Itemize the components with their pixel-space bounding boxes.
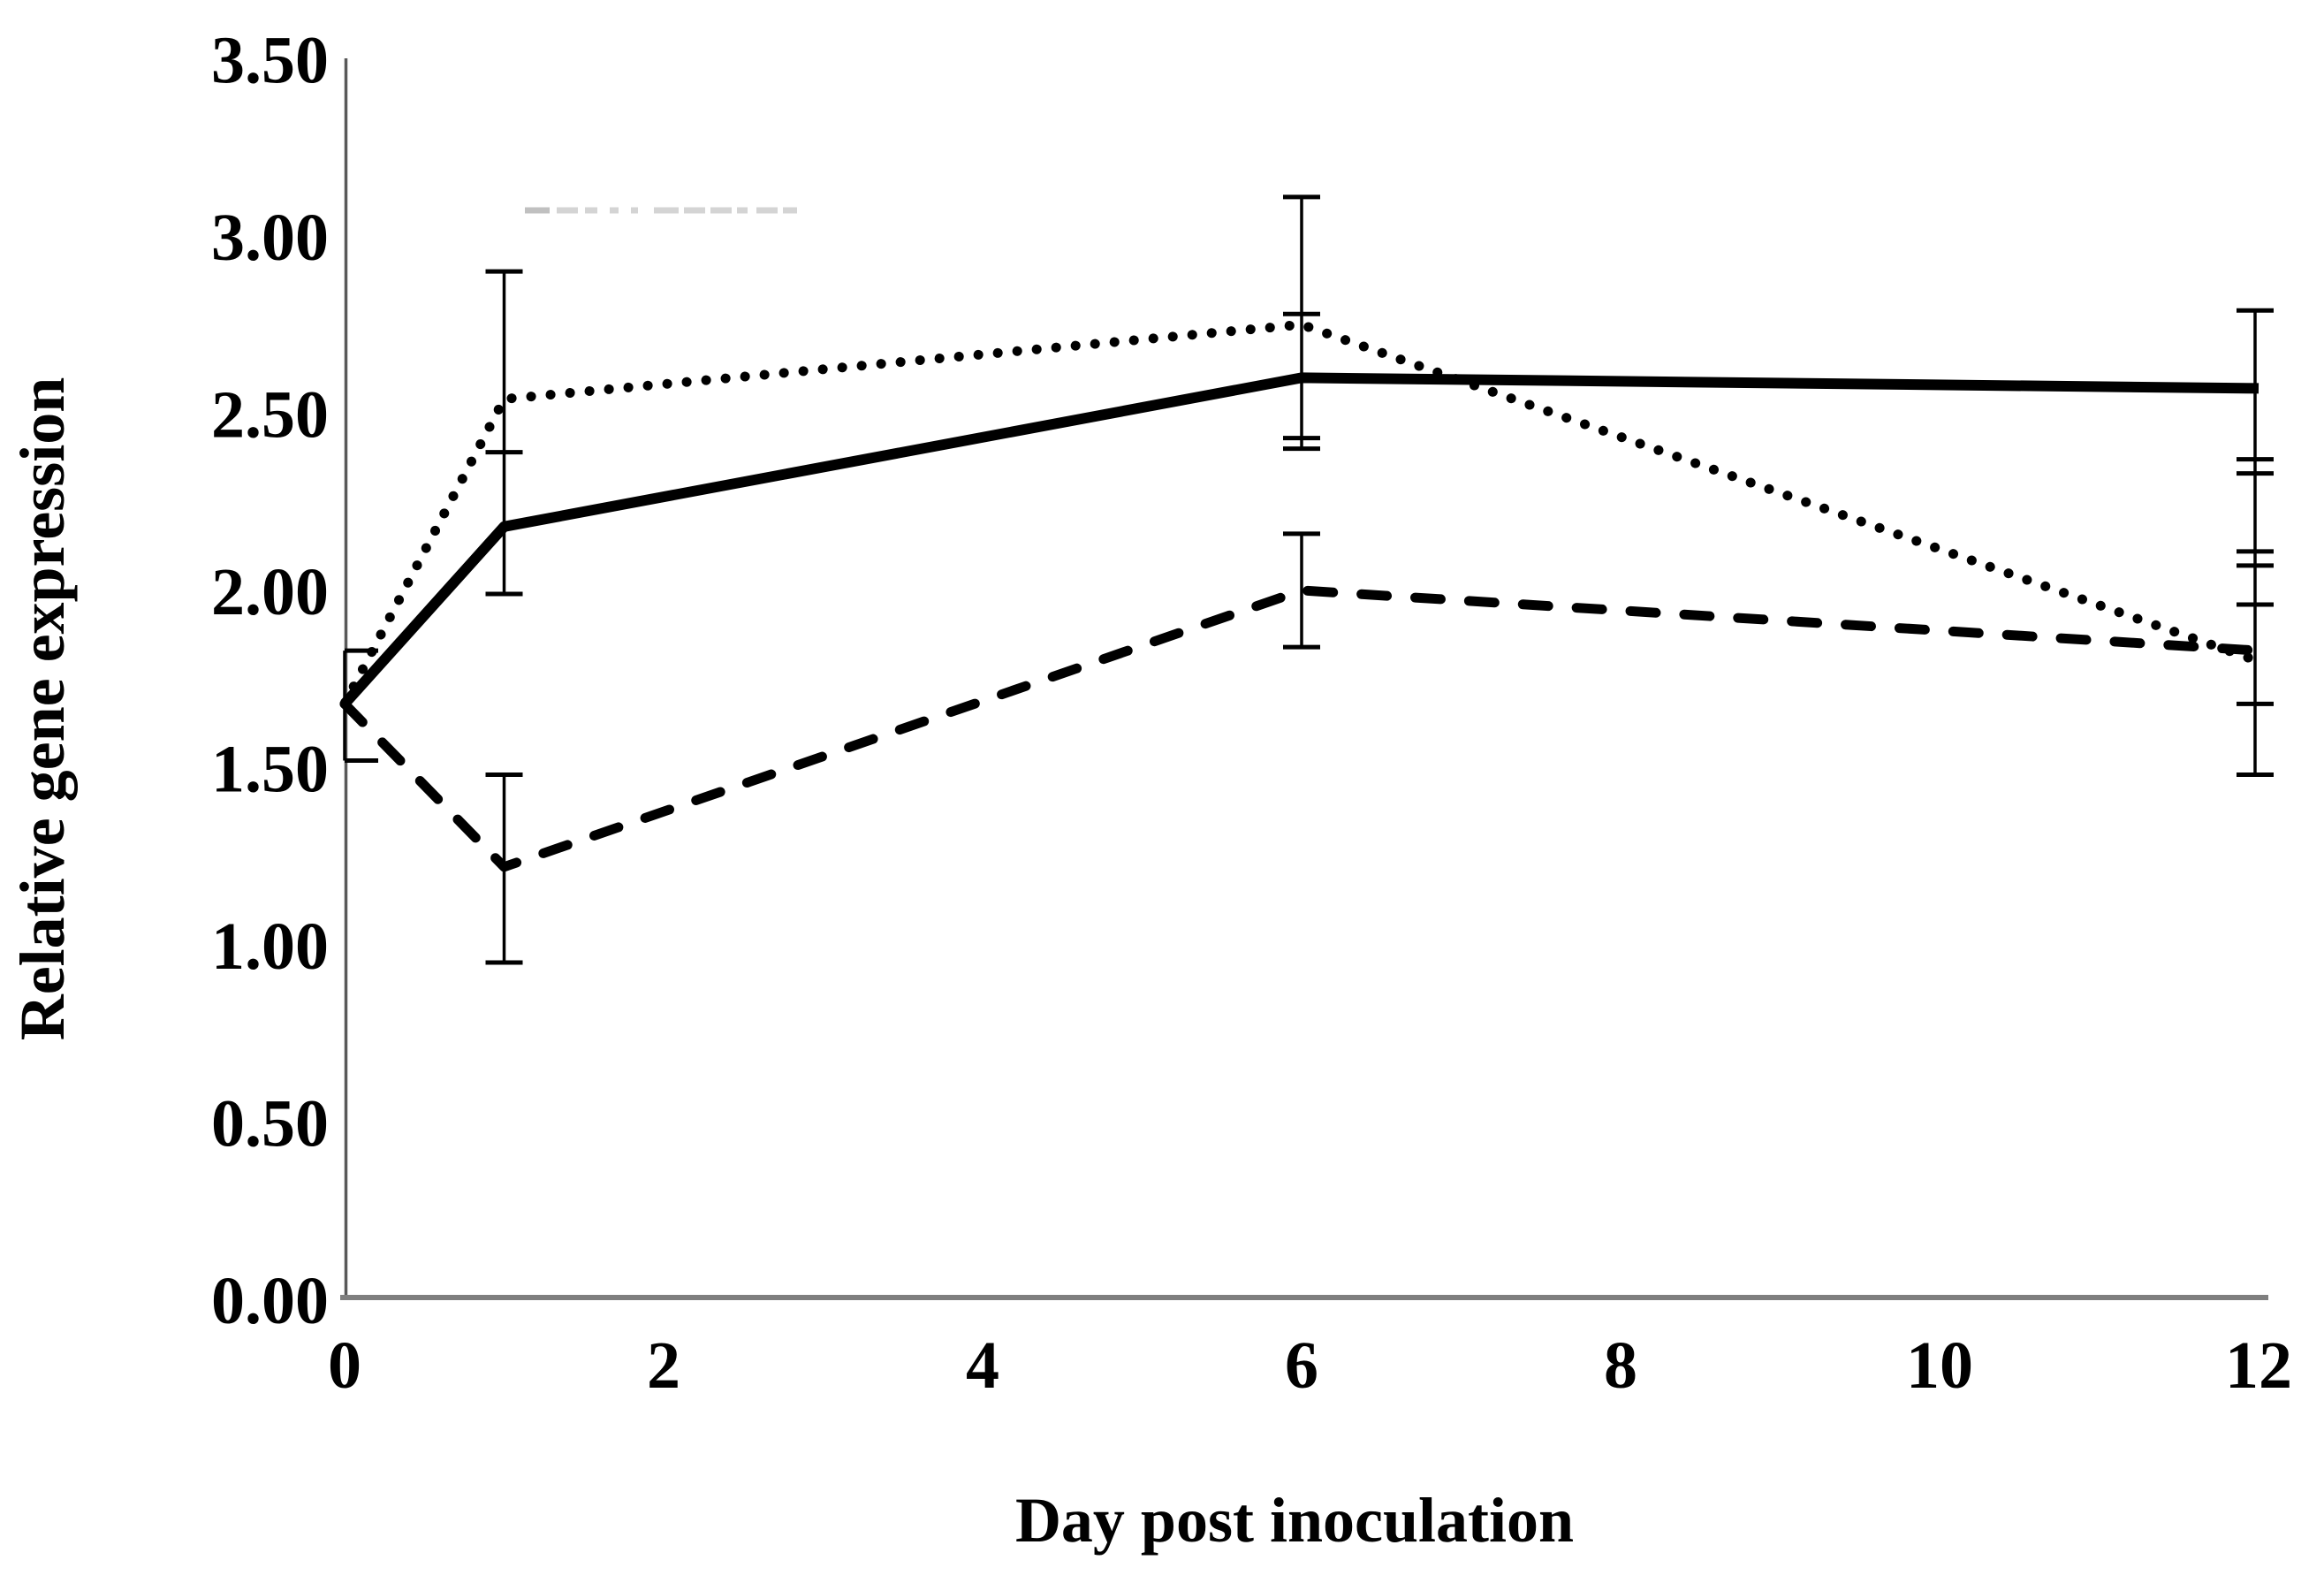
- y-tick-label: 1.00: [211, 909, 329, 984]
- y-tick-label: 0.00: [211, 1264, 329, 1338]
- series-solid-line: [340, 372, 2259, 708]
- x-tick-label: 8: [1604, 1328, 1637, 1403]
- x-tick-label: 0: [328, 1328, 361, 1403]
- x-tick-label: 10: [1906, 1328, 1973, 1403]
- error-bar: [485, 269, 523, 597]
- tick-labels: 0.00 0.50 1.00 1.50 2.00 2.50 3.00 3.50 0 2 4 6 8 10 1…: [211, 24, 2292, 1404]
- error-bar: [343, 648, 378, 763]
- y-tick-label: 2.50: [211, 378, 329, 453]
- error-bar: [2237, 308, 2274, 778]
- x-tick-label: 12: [2225, 1328, 2292, 1403]
- y-tick-label: 2.00: [211, 555, 329, 629]
- y-tick-label: 0.50: [211, 1087, 329, 1161]
- y-axis-title: Relative gene expression: [7, 377, 78, 1041]
- error-bar: [1283, 531, 1320, 650]
- x-tick-label: 6: [1285, 1328, 1318, 1403]
- y-tick-label: 3.50: [211, 24, 329, 98]
- y-tick-label: 3.00: [211, 201, 329, 275]
- error-bar: [485, 772, 523, 965]
- y-tick-label: 1.50: [211, 733, 329, 807]
- series-dashed-line: [339, 585, 2264, 872]
- series-dotted-line: [339, 319, 2264, 709]
- x-tick-label: 4: [966, 1328, 999, 1403]
- error-bar: [1283, 194, 1320, 452]
- error-bars: [343, 194, 2274, 965]
- x-tick-label: 2: [647, 1328, 680, 1403]
- x-axis-title: Day post inoculation: [1015, 1485, 1574, 1556]
- axes: [340, 58, 2268, 1300]
- data-series: [339, 319, 2264, 872]
